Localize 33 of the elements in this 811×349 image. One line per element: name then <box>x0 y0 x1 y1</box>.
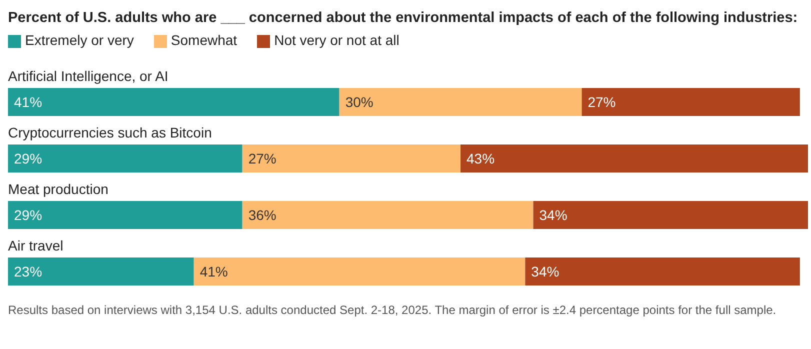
bar <box>242 201 534 229</box>
bar <box>8 258 194 286</box>
y-tick-label: Cryptocurrencies such as Bitcoin <box>8 124 212 140</box>
data-label: 41% <box>14 94 42 110</box>
data-label: 34% <box>531 264 560 280</box>
data-label: 36% <box>248 207 276 223</box>
chart-title: Percent of U.S. adults who are ___ concerned about the environmental impacts of each of the following industries: <box>8 9 799 28</box>
data-label: 27% <box>588 94 616 110</box>
bar <box>194 258 526 286</box>
legend-label: Somewhat <box>170 32 238 48</box>
y-tick-label: Meat production <box>8 181 108 197</box>
bar <box>339 88 582 116</box>
data-label: 23% <box>14 264 42 280</box>
bar <box>8 201 242 229</box>
data-label: 34% <box>539 207 568 223</box>
y-tick-label: Artificial Intelligence, or AI <box>8 68 168 84</box>
data-label: 41% <box>200 264 228 280</box>
bar <box>8 88 340 116</box>
y-tick-label: Air travel <box>8 238 64 254</box>
bar <box>582 88 800 116</box>
text: Results based on interviews with 3,154 U.S. adults conducted Sept. 2-18, 2025. The margin of error is ±2.4 percentage points for the full sample. <box>8 302 778 318</box>
bar <box>533 201 808 229</box>
legend-label: Extremely or very <box>25 32 134 48</box>
bar <box>525 258 800 286</box>
bar <box>242 144 461 172</box>
data-label: 29% <box>14 207 42 223</box>
data-label: 29% <box>14 150 42 166</box>
data-label: 27% <box>248 150 276 166</box>
bar <box>460 144 808 172</box>
data-label: 43% <box>466 150 495 166</box>
data-label: 30% <box>345 94 374 110</box>
legend-label: Not very or not at all <box>274 32 400 48</box>
bar <box>8 144 242 172</box>
